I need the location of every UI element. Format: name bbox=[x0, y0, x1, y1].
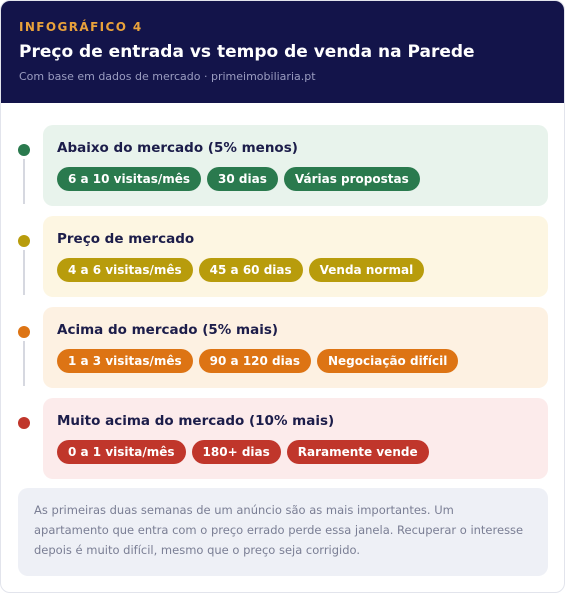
outcome-pill: Raramente vende bbox=[286, 440, 429, 464]
outcome-pill: Negociação difícil bbox=[317, 349, 459, 373]
source-subtitle: Com base em dados de mercado · primeimob… bbox=[19, 70, 316, 83]
scenario-panel: Preço de mercado 4 a 6 visitas/mês 45 a … bbox=[43, 216, 548, 297]
outcome-pill: Várias propostas bbox=[283, 167, 420, 191]
scenario-panel: Abaixo do mercado (5% menos) 6 a 10 visi… bbox=[43, 125, 548, 206]
scenario-row: Muito acima do mercado (10% mais) 0 a 1 … bbox=[1, 398, 564, 489]
timeline-connector bbox=[23, 341, 25, 386]
header: INFOGRÁFICO 4 Preço de entrada vs tempo … bbox=[1, 1, 564, 103]
days-pill: 180+ dias bbox=[191, 440, 281, 464]
timeline-connector bbox=[23, 159, 25, 204]
days-pill: 30 dias bbox=[207, 167, 278, 191]
metric-pills: 1 a 3 visitas/mês 90 a 120 dias Negociaç… bbox=[57, 349, 534, 373]
visits-pill: 0 a 1 visita/mês bbox=[57, 440, 186, 464]
status-dot-icon bbox=[18, 144, 30, 156]
metric-pills: 4 a 6 visitas/mês 45 a 60 dias Venda nor… bbox=[57, 258, 534, 282]
metric-pills: 6 a 10 visitas/mês 30 dias Várias propos… bbox=[57, 167, 534, 191]
status-dot-icon bbox=[18, 235, 30, 247]
kicker-label: INFOGRÁFICO 4 bbox=[19, 20, 143, 34]
scenario-panel: Acima do mercado (5% mais) 1 a 3 visitas… bbox=[43, 307, 548, 388]
timeline-connector bbox=[23, 250, 25, 295]
metric-pills: 0 a 1 visita/mês 180+ dias Raramente ven… bbox=[57, 440, 534, 464]
scenario-title: Muito acima do mercado (10% mais) bbox=[57, 413, 335, 429]
scenario-title: Preço de mercado bbox=[57, 231, 195, 247]
scenario-row: Preço de mercado 4 a 6 visitas/mês 45 a … bbox=[1, 216, 564, 307]
days-pill: 45 a 60 dias bbox=[198, 258, 303, 282]
visits-pill: 6 a 10 visitas/mês bbox=[57, 167, 202, 191]
visits-pill: 1 a 3 visitas/mês bbox=[57, 349, 193, 373]
scenario-row: Acima do mercado (5% mais) 1 a 3 visitas… bbox=[1, 307, 564, 398]
days-pill: 90 a 120 dias bbox=[198, 349, 311, 373]
scenario-panel: Muito acima do mercado (10% mais) 0 a 1 … bbox=[43, 398, 548, 479]
scenario-row: Abaixo do mercado (5% menos) 6 a 10 visi… bbox=[1, 125, 564, 216]
visits-pill: 4 a 6 visitas/mês bbox=[57, 258, 193, 282]
status-dot-icon bbox=[18, 326, 30, 338]
page-title: Preço de entrada vs tempo de venda na Pa… bbox=[19, 42, 475, 62]
explanatory-note: As primeiras duas semanas de um anúncio … bbox=[18, 488, 548, 576]
outcome-pill: Venda normal bbox=[308, 258, 425, 282]
scenario-title: Abaixo do mercado (5% menos) bbox=[57, 140, 298, 156]
status-dot-icon bbox=[18, 417, 30, 429]
price-scenarios: Abaixo do mercado (5% menos) 6 a 10 visi… bbox=[1, 103, 564, 489]
scenario-title: Acima do mercado (5% mais) bbox=[57, 322, 279, 338]
